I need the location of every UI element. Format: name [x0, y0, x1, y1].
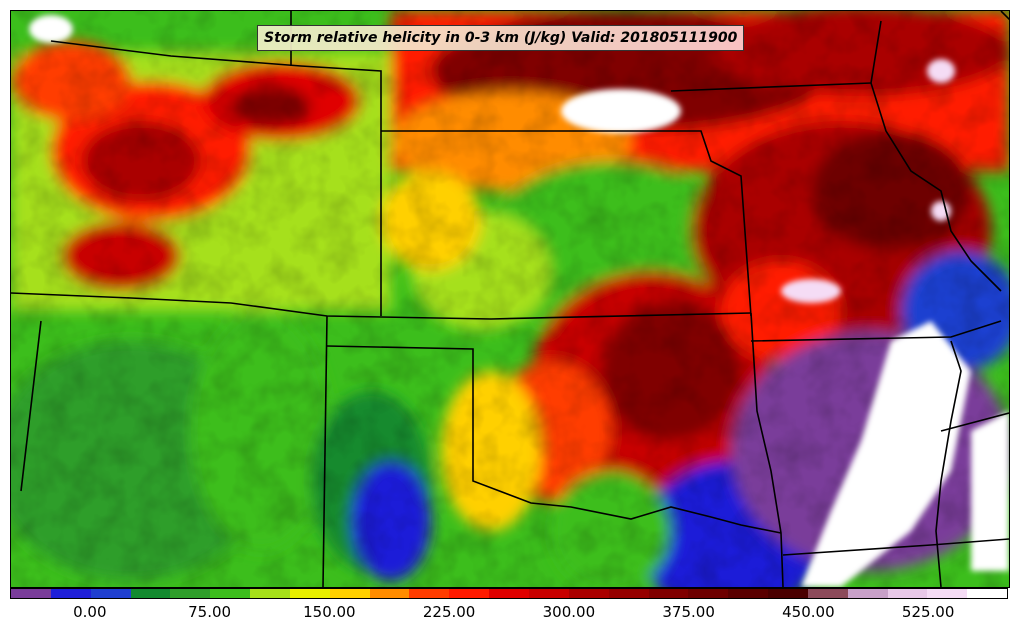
colorbar-segment — [449, 589, 490, 598]
colorbar-segment — [250, 589, 290, 598]
colorbar-tick-label: 525.00 — [901, 603, 955, 621]
colorbar-segment — [768, 589, 808, 598]
colorbar-segment — [847, 589, 888, 598]
map-panel: Storm relative helicity in 0-3 km (J/kg)… — [10, 10, 1010, 588]
colorbar-tick-label: 150.00 — [303, 603, 356, 621]
colorbar-segment — [728, 589, 769, 598]
colorbar-segment — [329, 589, 370, 598]
colorbar-segment — [210, 589, 251, 598]
colorbar-segment — [528, 589, 569, 598]
state-boundaries — [11, 11, 1009, 587]
colorbar-segment — [648, 589, 689, 598]
colorbar-segment — [688, 589, 729, 598]
colorbar-segment — [170, 589, 211, 598]
colorbar-segment — [807, 589, 848, 598]
map-title: Storm relative helicity in 0-3 km (J/kg)… — [257, 25, 745, 51]
colorbar-tick-label: 0.00 — [73, 603, 107, 621]
colorbar-segment — [967, 589, 1008, 598]
colorbar-segment — [289, 589, 330, 598]
colorbar-segment — [927, 589, 968, 598]
colorbar-segment — [50, 589, 91, 598]
colorbar-segment — [369, 589, 410, 598]
colorbar-segment — [489, 589, 529, 598]
colorbar-segment — [608, 589, 649, 598]
colorbar-tick-label: 75.00 — [188, 603, 232, 621]
helicity-field-map — [11, 11, 1009, 587]
colorbar-segment — [887, 589, 928, 598]
colorbar-tick-label: 375.00 — [662, 603, 715, 621]
colorbar-segment — [11, 589, 51, 598]
colorbar-tick-label: 300.00 — [542, 603, 596, 621]
colorbar-segment — [568, 589, 609, 598]
colorbar-tick-label: 225.00 — [422, 603, 476, 621]
colorbar-segment — [90, 589, 131, 598]
colorbar-segment — [409, 589, 450, 598]
colorbar-segment — [130, 589, 171, 598]
colorbar-tick-label: 450.00 — [782, 603, 835, 621]
colorbar-tick-labels: 0.00 75.00 150.00 225.00 300.00 375.00 450.00 5… — [10, 600, 1008, 630]
colorbar — [10, 588, 1008, 599]
